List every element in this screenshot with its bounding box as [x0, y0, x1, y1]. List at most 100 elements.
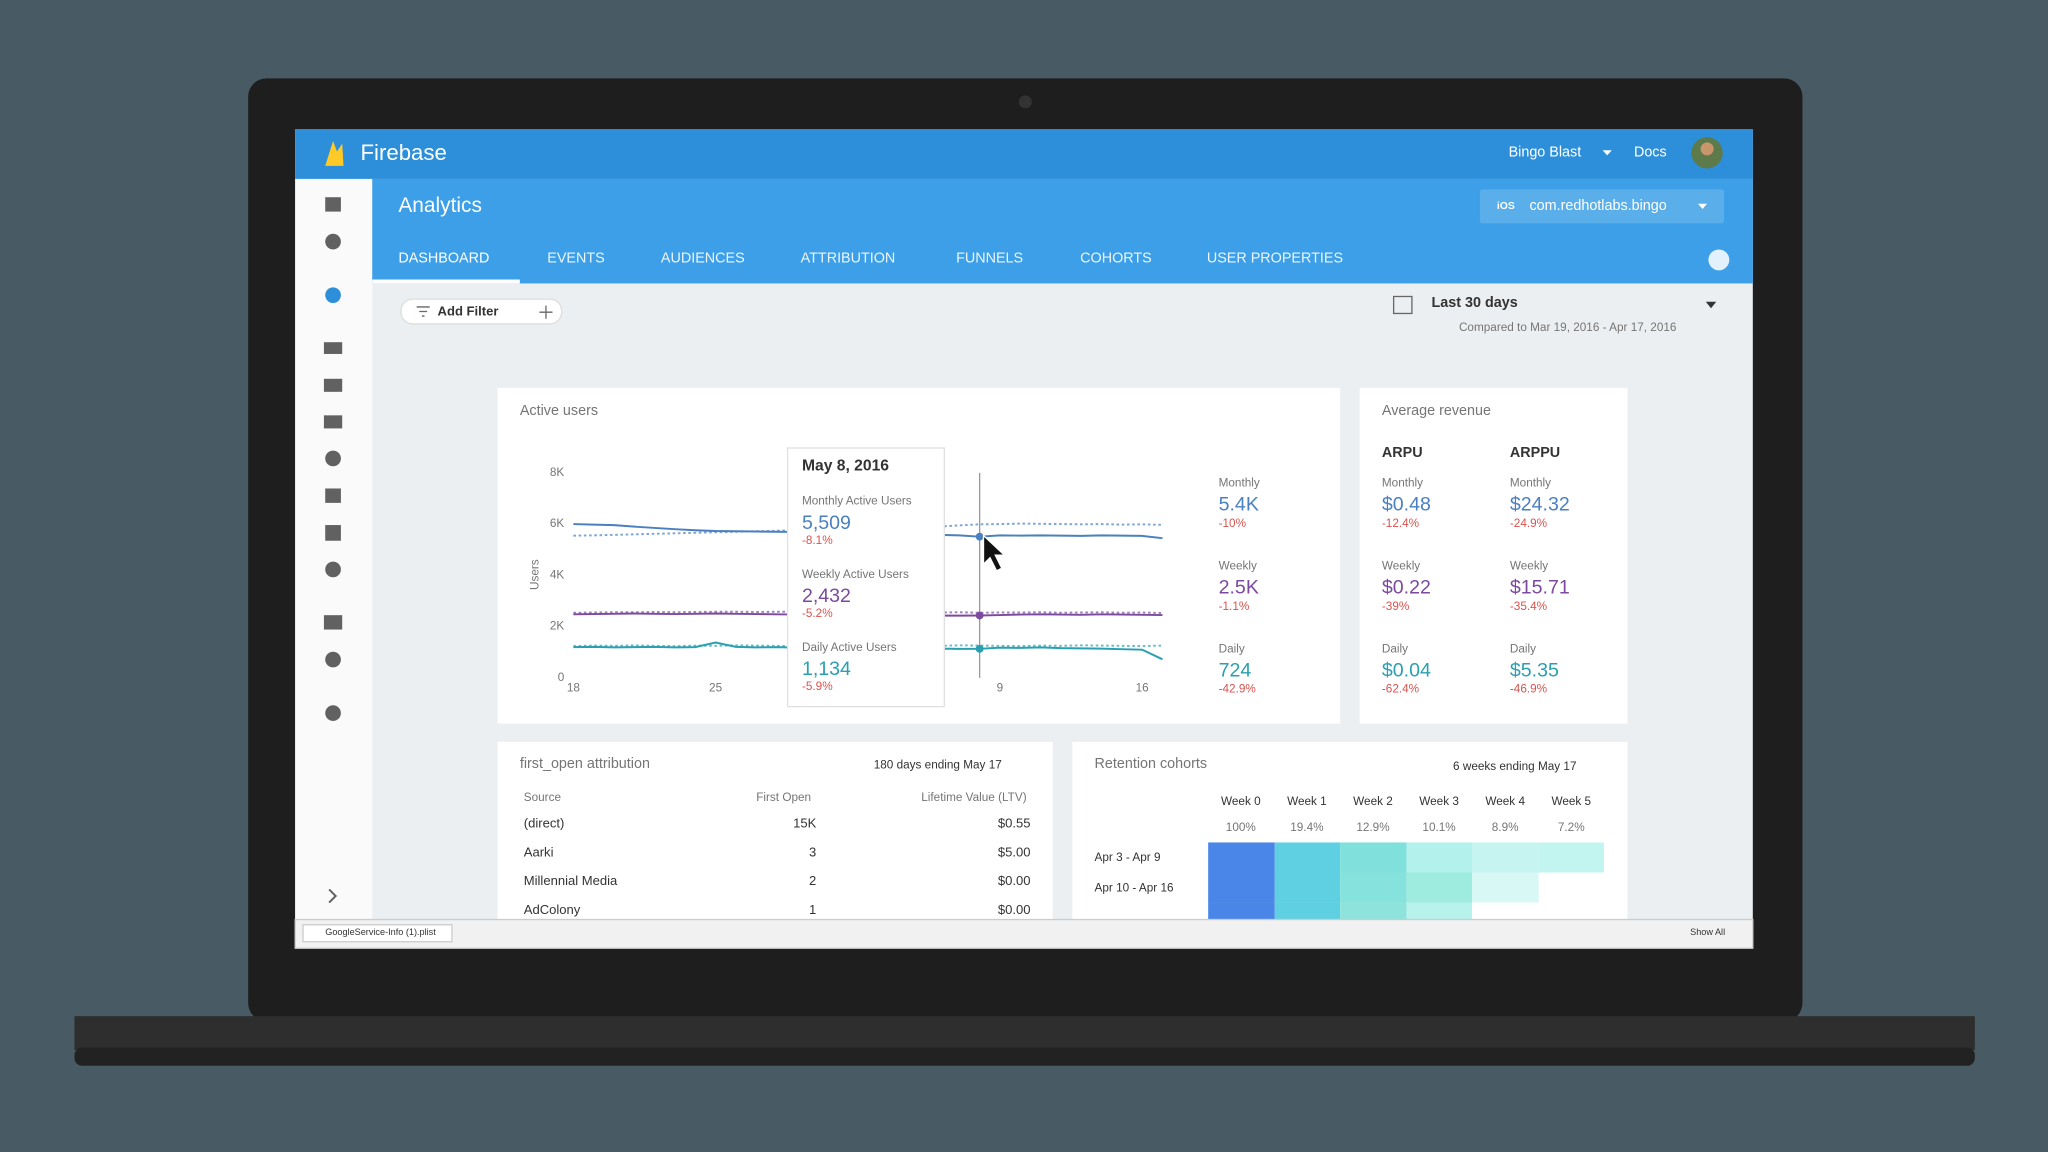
tooltip-label: Weekly Active Users — [802, 568, 909, 581]
table-cell: AdColony — [524, 902, 581, 917]
tab[interactable]: FUNNELS — [956, 250, 1023, 266]
attribution-table: Source First Open Lifetime Value (LTV) (dir… — [524, 791, 1031, 917]
tooltip-value: 5,509 — [802, 512, 851, 534]
hover-point — [975, 644, 984, 653]
revenue-heading: ARPU — [1382, 445, 1423, 461]
revenue-label: Weekly — [1510, 559, 1548, 572]
revenue-value: $5.35 — [1510, 660, 1559, 682]
cell — [1472, 842, 1539, 873]
revenue-heading: ARPPU — [1510, 445, 1560, 461]
nav-icon[interactable] — [325, 525, 341, 541]
revenue-change: -46.9% — [1510, 683, 1548, 696]
hover-point — [975, 532, 984, 541]
download-item[interactable] — [302, 924, 453, 943]
cell — [1274, 842, 1341, 873]
caret — [1697, 203, 1708, 209]
nav-icon[interactable] — [325, 651, 341, 668]
summary-value: 724 — [1219, 660, 1252, 682]
nav-icon[interactable] — [325, 488, 341, 503]
sidebar-icons — [323, 197, 343, 904]
tooltip-date: May 8, 2016 — [802, 457, 889, 474]
tooltip-label: Monthly Active Users — [802, 495, 912, 508]
nav-icon[interactable] — [325, 287, 341, 304]
revenue-value: $0.04 — [1382, 660, 1431, 682]
cell — [1208, 872, 1275, 903]
docs-link[interactable]: Docs — [1634, 145, 1667, 161]
nav-icon[interactable] — [323, 615, 343, 630]
table-cell: 3 — [809, 844, 816, 859]
filter-icon — [416, 306, 430, 317]
avatar-face — [1700, 142, 1714, 156]
cell — [1208, 842, 1275, 873]
column-header: Lifetime Value (LTV) — [921, 791, 1026, 804]
card-title: Active users — [520, 403, 598, 419]
table-cell: $0.00 — [998, 902, 1031, 917]
download-file: GoogleService-Info (1).plist — [325, 927, 436, 937]
period: 6 weeks ending May 17 — [1453, 760, 1576, 773]
y-tick-label: 6K — [550, 517, 565, 530]
summary-label: Weekly — [1219, 559, 1257, 572]
week-total: 100% — [1226, 821, 1257, 834]
tooltip-label: Daily Active Users — [802, 641, 897, 654]
cell — [1340, 842, 1407, 873]
revenue-label: Monthly — [1382, 476, 1423, 489]
cell — [1274, 902, 1341, 920]
top-bar — [295, 129, 1753, 179]
week-header: Week 1 — [1287, 795, 1327, 808]
compare-range: Compared to Mar 19, 2016 - Apr 17, 2016 — [1459, 321, 1677, 334]
summary: Monthly 5.4K-10% Weekly 2.5K-1.1% Daily 724-4… — [1219, 476, 1260, 695]
card-title: Average revenue — [1382, 403, 1491, 419]
nav-icon[interactable] — [325, 197, 341, 212]
brand: Firebase — [360, 140, 446, 165]
nav-icon[interactable] — [325, 450, 341, 467]
week-total: 10.1% — [1422, 821, 1456, 834]
y-tick-label: 4K — [550, 568, 565, 581]
nav-icon[interactable] — [323, 342, 343, 354]
nav-icon[interactable] — [323, 378, 343, 392]
date-range[interactable]: Last 30 days — [1432, 295, 1518, 311]
expand[interactable] — [328, 888, 338, 904]
week-header: Week 4 — [1485, 795, 1525, 808]
nav-icon[interactable] — [325, 705, 341, 721]
x-tick-label: 16 — [1136, 681, 1150, 694]
platform: iOS — [1497, 201, 1515, 212]
nav-icon[interactable] — [325, 233, 341, 250]
download-bar — [294, 918, 1754, 949]
column-header: Source — [524, 791, 562, 804]
card-title: first_open attribution — [520, 756, 650, 772]
tooltip-value: 1,134 — [802, 658, 851, 680]
laptop-base-edge — [74, 1047, 1975, 1066]
summary-label: Daily — [1219, 642, 1245, 655]
cohort-label: Apr 3 - Apr 9 — [1095, 851, 1161, 864]
tab[interactable]: DASHBOARD — [398, 250, 489, 266]
show-all[interactable]: Show All — [1690, 927, 1725, 937]
nav-icon[interactable] — [323, 415, 343, 429]
project-menu[interactable]: Bingo Blast — [1509, 145, 1582, 161]
calendar-icon[interactable] — [1392, 295, 1413, 315]
revenue-value: $24.32 — [1510, 494, 1570, 516]
tooltip-value: 2,432 — [802, 585, 851, 607]
revenue-label: Daily — [1382, 642, 1408, 655]
nav-icon[interactable] — [325, 561, 341, 578]
table-cell: $0.55 — [998, 816, 1031, 831]
table-cell: (direct) — [524, 816, 565, 831]
add-filter[interactable] — [400, 298, 563, 325]
table-cell: Aarki — [524, 844, 554, 859]
tooltip-change: -8.1% — [802, 534, 833, 547]
tab[interactable]: COHORTS — [1080, 250, 1152, 266]
cursor — [982, 534, 1007, 572]
help-button[interactable] — [1708, 249, 1730, 271]
tab[interactable]: AUDIENCES — [661, 250, 745, 266]
app-selector[interactable] — [1479, 189, 1725, 224]
revenue-change: -35.4% — [1510, 600, 1548, 613]
tab[interactable]: ATTRIBUTION — [801, 250, 896, 266]
tab[interactable]: EVENTS — [547, 250, 604, 266]
laptop-base — [74, 1016, 1975, 1051]
tab-indicator — [372, 279, 520, 284]
summary-label: Monthly — [1219, 476, 1260, 489]
revenue: ARPU Monthly $0.48-12.4% Weekly $0.22-39% Dai… — [1382, 445, 1570, 696]
cell — [1406, 902, 1472, 920]
tab[interactable]: USER PROPERTIES — [1207, 250, 1343, 266]
revenue-change: -24.9% — [1510, 517, 1548, 530]
